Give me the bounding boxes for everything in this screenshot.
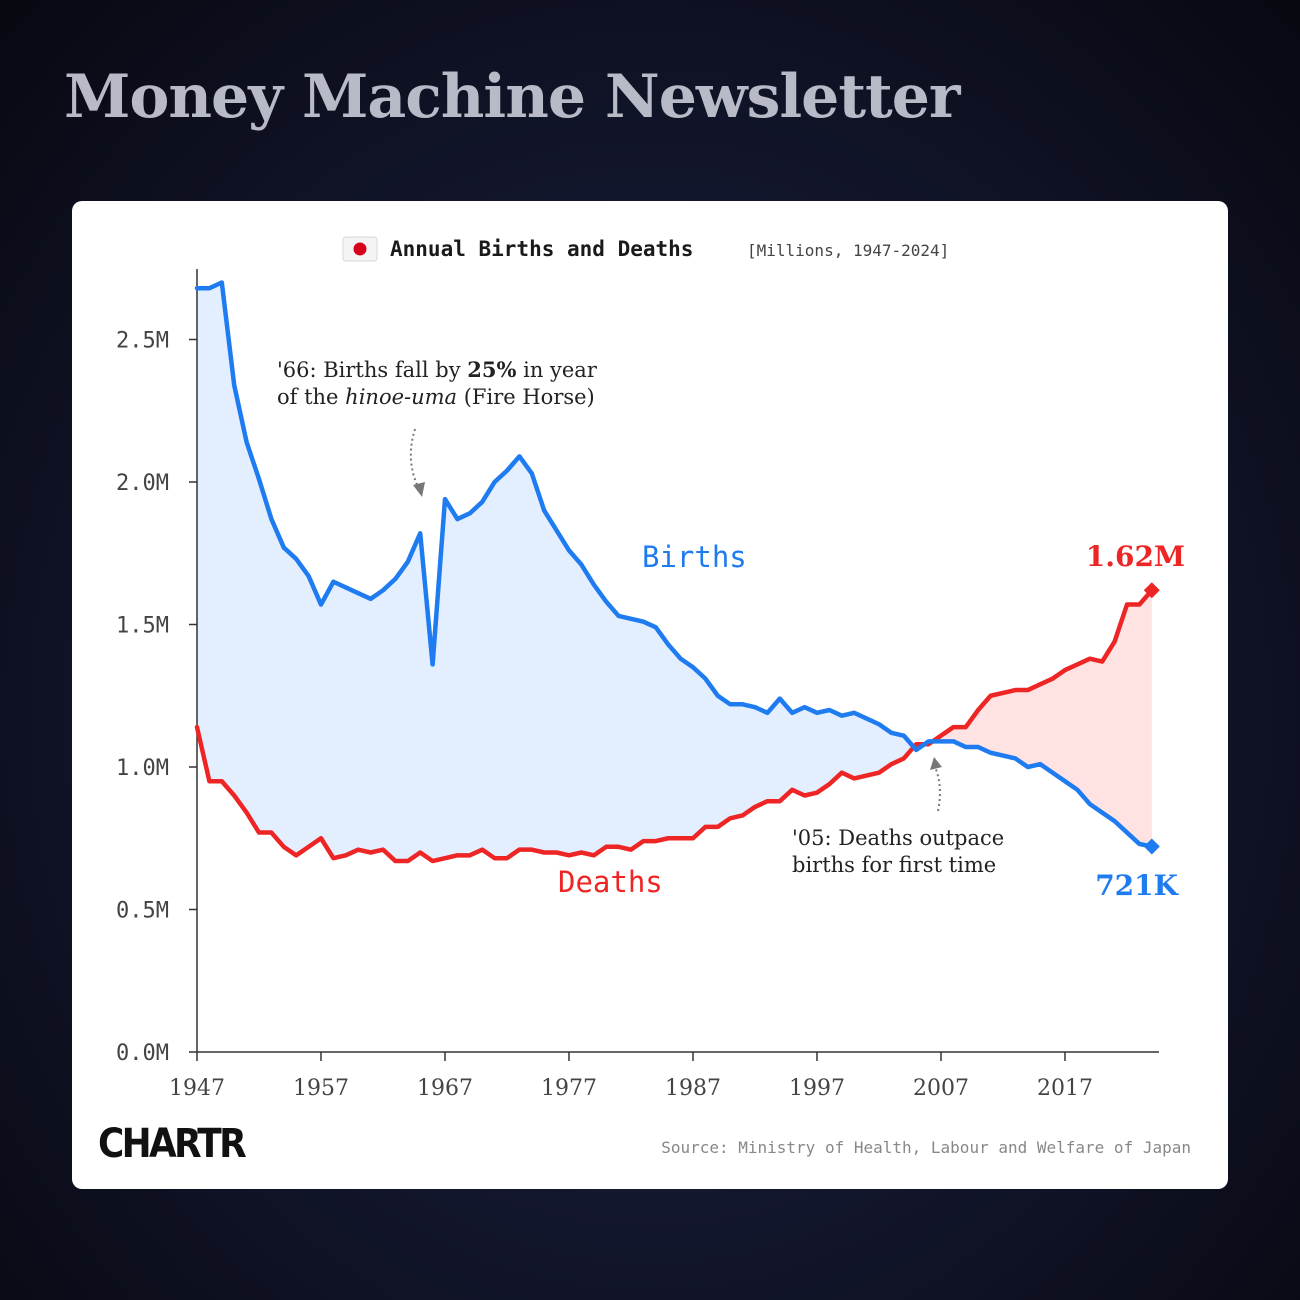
chart-card: Annual Births and Deaths [Millions, 1947… bbox=[72, 201, 1228, 1189]
births-end-label: 721K bbox=[1095, 869, 1179, 902]
chartr-logo: CHARTR bbox=[98, 1121, 249, 1167]
x-tick-label: 1957 bbox=[293, 1076, 349, 1101]
x-tick-label: 1997 bbox=[789, 1076, 845, 1101]
births-surplus-area bbox=[197, 282, 914, 862]
births-deaths-chart: Annual Births and Deaths [Millions, 1947… bbox=[98, 236, 1191, 1167]
births-end-marker bbox=[1143, 838, 1160, 855]
annotation-deaths-outpace-l1: '05: Deaths outpace bbox=[792, 826, 1004, 850]
page-title: Money Machine Newsletter bbox=[64, 62, 961, 132]
annotation-fire-horse-l2b: (Fire Horse) bbox=[457, 385, 595, 409]
births-series-label: Births bbox=[642, 540, 747, 574]
fire-horse-arrow bbox=[409, 428, 420, 490]
deaths-end-label: 1.62M bbox=[1086, 540, 1185, 573]
svg-text:of the hinoe-uma (Fire Horse): of the hinoe-uma (Fire Horse) bbox=[277, 385, 595, 409]
y-tick-label: 2.5M bbox=[116, 329, 169, 354]
y-tick-label: 0.5M bbox=[116, 899, 169, 924]
x-tick-label: 1947 bbox=[169, 1076, 225, 1101]
chart-subtitle: [Millions, 1947-2024] bbox=[747, 241, 949, 260]
fire-horse-arrowhead bbox=[413, 482, 425, 497]
y-tick-label: 0.0M bbox=[116, 1041, 169, 1066]
svg-text:'66: Births fall by 25% in yea: '66: Births fall by 25% in year bbox=[277, 357, 598, 382]
deaths-end-marker bbox=[1143, 582, 1160, 599]
area-fills bbox=[197, 282, 1152, 862]
y-tick-label: 1.0M bbox=[116, 756, 169, 781]
x-tick-label: 1977 bbox=[541, 1076, 597, 1101]
annotation-fire-horse-l1a: '66: Births fall by bbox=[277, 358, 467, 382]
annotation-deaths-outpace-l2: births for first time bbox=[792, 853, 996, 877]
chart-title: Annual Births and Deaths bbox=[390, 237, 693, 261]
deaths-outpace-arrow bbox=[934, 766, 941, 812]
x-tick-label: 1987 bbox=[665, 1076, 721, 1101]
chart-title-group: Annual Births and Deaths [Millions, 1947… bbox=[342, 236, 949, 262]
x-tick-label: 2017 bbox=[1037, 1076, 1093, 1101]
deaths-line bbox=[194, 588, 1155, 864]
annotation-fire-horse-l2a: of the bbox=[277, 385, 345, 409]
deaths-series-label: Deaths bbox=[558, 865, 663, 899]
x-tick-label: 1967 bbox=[417, 1076, 473, 1101]
series-lines bbox=[194, 280, 1160, 864]
deaths-surplus-area bbox=[913, 590, 1152, 847]
annotation-fire-horse-italic: hinoe-uma bbox=[345, 385, 457, 409]
y-tick-label: 2.0M bbox=[116, 471, 169, 496]
births-line bbox=[194, 280, 1155, 849]
y-tick-label: 1.5M bbox=[116, 614, 169, 639]
annotation-fire-horse-l1b: in year bbox=[516, 358, 597, 382]
chartr-logo-text: CHARTR bbox=[98, 1121, 246, 1167]
axes: 0.0M 0.5M 1.0M 1.5M 2.0M 2.5M 1947 1957 1967 1977… bbox=[116, 269, 1159, 1101]
x-tick-label: 2007 bbox=[913, 1076, 969, 1101]
deaths-outpace-annotation: '05: Deaths outpace births for first tim… bbox=[792, 757, 1004, 877]
source-note: Source: Ministry of Health, Labour and W… bbox=[661, 1138, 1191, 1157]
deaths-outpace-arrowhead bbox=[930, 757, 942, 770]
fire-horse-annotation: '66: Births fall by 25% in year of the h… bbox=[277, 357, 598, 497]
annotation-fire-horse-bold: 25% bbox=[467, 357, 516, 382]
japan-flag-icon bbox=[342, 236, 378, 262]
